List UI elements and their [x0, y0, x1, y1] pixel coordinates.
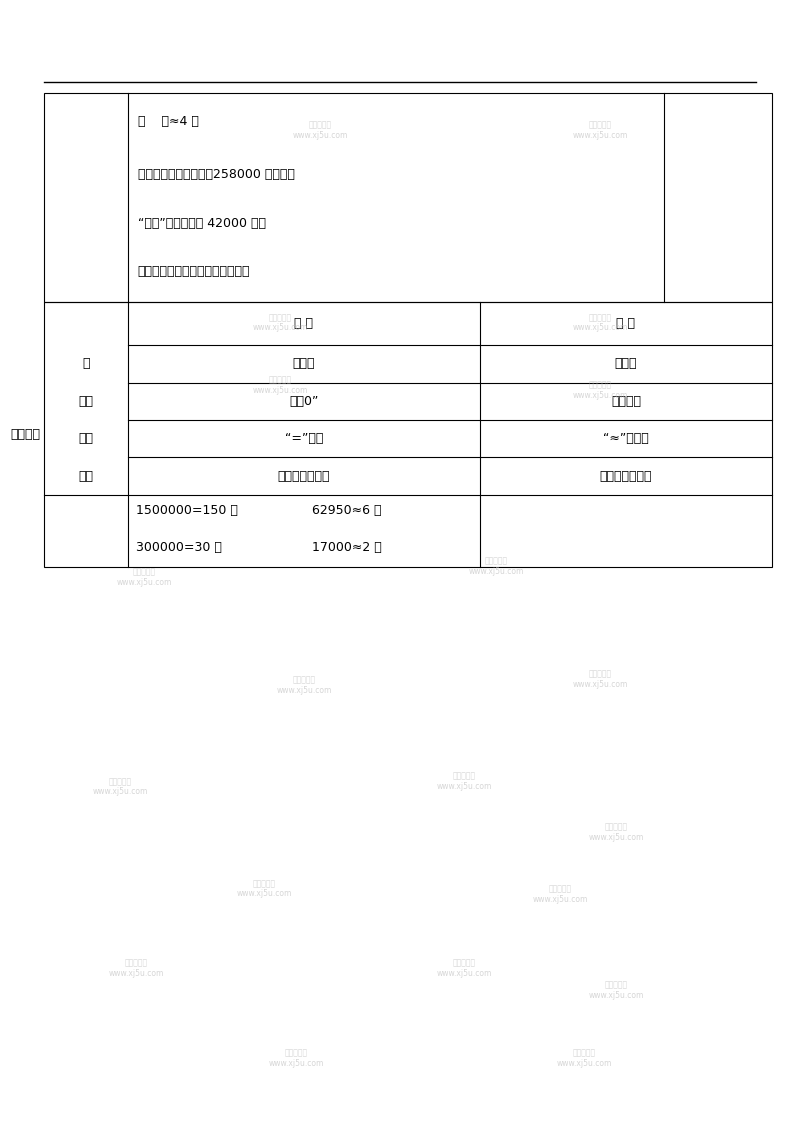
Text: 数值: 数值 [78, 470, 94, 482]
Text: 小学资源网
www.xj5u.com: 小学资源网 www.xj5u.com [588, 980, 644, 1001]
Text: 小学资源网
www.xj5u.com: 小学资源网 www.xj5u.com [92, 777, 148, 797]
Text: 小学资源网
www.xj5u.com: 小学资源网 www.xj5u.com [268, 1048, 324, 1069]
Text: 近似数: 近似数 [614, 358, 638, 370]
Bar [44, 93, 772, 302]
Text: 小学资源网
www.xj5u.com: 小学资源网 www.xj5u.com [588, 822, 644, 842]
Text: 小学资源网
www.xj5u.com: 小学资源网 www.xj5u.com [252, 375, 308, 395]
Text: 去掙0”: 去掙0” [290, 395, 318, 408]
Text: 数的大小有变化: 数的大小有变化 [600, 470, 652, 482]
Text: 17000≈2 万: 17000≈2 万 [312, 541, 382, 554]
Text: 小学资源网
www.xj5u.com: 小学资源网 www.xj5u.com [276, 675, 332, 695]
Text: 四舍五入: 四舍五入 [611, 395, 641, 408]
Text: 改 写: 改 写 [294, 317, 314, 331]
Text: 方法: 方法 [78, 395, 94, 408]
Text: 小学资源网
www.xj5u.com: 小学资源网 www.xj5u.com [572, 380, 628, 401]
Text: 小学资源网
www.xj5u.com: 小学资源网 www.xj5u.com [252, 312, 308, 333]
Text: 省 略: 省 略 [617, 317, 635, 331]
Text: 精确数: 精确数 [293, 358, 315, 370]
Text: 小学资源网
www.xj5u.com: 小学资源网 www.xj5u.com [572, 669, 628, 689]
Text: 小学资源网
www.xj5u.com: 小学资源网 www.xj5u.com [292, 120, 348, 140]
Text: 1500000=150 万: 1500000=150 万 [136, 505, 238, 517]
Text: 国家体育场建筑面积：258000 平方米。: 国家体育场建筑面积：258000 平方米。 [138, 168, 294, 181]
Text: 小学资源网
www.xj5u.com: 小学资源网 www.xj5u.com [436, 958, 492, 978]
Text: 符号: 符号 [78, 432, 94, 445]
Text: 小学资源网
www.xj5u.com: 小学资源网 www.xj5u.com [236, 878, 292, 899]
Text: “≈”约等号: “≈”约等号 [603, 432, 649, 445]
Text: 小学资源网
www.xj5u.com: 小学资源网 www.xj5u.com [556, 1048, 612, 1069]
Text: 小学资源网
www.xj5u.com: 小学资源网 www.xj5u.com [116, 567, 172, 588]
Text: （    ）≈4 万: （ ）≈4 万 [138, 114, 198, 128]
Text: 六、全课小结：提出不懂的问题。: 六、全课小结：提出不懂的问题。 [138, 265, 250, 278]
Text: “=”等号: “=”等号 [285, 432, 323, 445]
Text: 小学资源网
www.xj5u.com: 小学资源网 www.xj5u.com [572, 312, 628, 333]
Text: 62950≈6 万: 62950≈6 万 [312, 505, 382, 517]
Bar [44, 302, 772, 567]
Text: 小学资源网
www.xj5u.com: 小学资源网 www.xj5u.com [532, 884, 588, 904]
Text: 小学资源网
www.xj5u.com: 小学资源网 www.xj5u.com [436, 771, 492, 791]
Text: 小学资源网
www.xj5u.com: 小学资源网 www.xj5u.com [572, 120, 628, 140]
Text: 小学资源网
www.xj5u.com: 小学资源网 www.xj5u.com [108, 958, 164, 978]
Text: 数: 数 [82, 358, 90, 370]
Text: “鸟巢”钓结构总重 42000 吨。: “鸟巢”钓结构总重 42000 吨。 [138, 216, 266, 230]
Text: 300000=30 万: 300000=30 万 [136, 541, 222, 554]
Text: 板书设计: 板书设计 [10, 428, 40, 441]
Text: 小学资源网
www.xj5u.com: 小学资源网 www.xj5u.com [468, 556, 524, 576]
Text: 数的大小没有变: 数的大小没有变 [278, 470, 330, 482]
